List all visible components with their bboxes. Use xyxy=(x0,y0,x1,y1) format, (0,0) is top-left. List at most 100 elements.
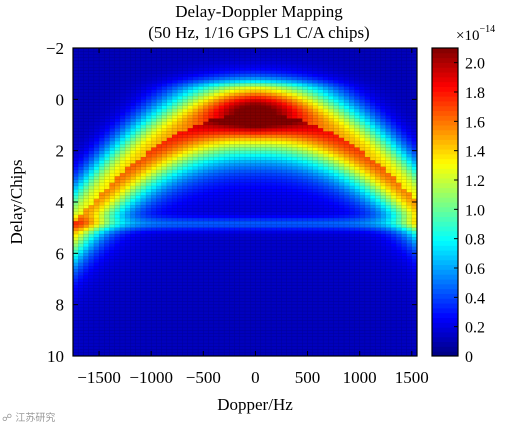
heatmap-cell xyxy=(109,221,116,225)
heatmap-cell xyxy=(297,259,303,264)
heatmap-cell xyxy=(333,224,340,229)
heatmap-cell xyxy=(93,214,100,219)
heatmap-cell xyxy=(338,131,345,135)
heatmap-cell xyxy=(182,185,189,190)
heatmap-cell xyxy=(166,189,173,193)
heatmap-cell xyxy=(307,304,314,309)
heatmap-cell xyxy=(333,352,340,357)
heatmap-cell xyxy=(281,227,288,232)
heatmap-cell xyxy=(88,51,95,55)
heatmap-cell xyxy=(224,285,230,289)
heatmap-cell xyxy=(151,282,157,286)
heatmap-cell xyxy=(213,279,220,283)
heatmap-cell xyxy=(125,144,131,148)
heatmap-cell xyxy=(302,185,308,190)
heatmap-cell xyxy=(83,182,89,187)
heatmap-cell xyxy=(182,301,189,306)
heatmap-cell xyxy=(250,237,256,241)
heatmap-cell xyxy=(203,108,209,113)
heatmap-cell xyxy=(213,195,220,200)
heatmap-cell xyxy=(187,234,194,238)
heatmap-cell xyxy=(83,224,89,229)
heatmap-cell xyxy=(78,125,84,129)
heatmap-cell xyxy=(281,89,288,94)
heatmap-cell xyxy=(317,176,324,180)
heatmap-cell xyxy=(291,259,298,264)
heatmap-cell xyxy=(198,92,204,97)
heatmap-cell xyxy=(208,48,215,52)
heatmap-cell xyxy=(114,227,121,232)
heatmap-cell xyxy=(166,128,173,132)
heatmap-cell xyxy=(99,205,105,209)
heatmap-cell xyxy=(151,256,157,261)
heatmap-cell xyxy=(140,147,147,152)
heatmap-cell xyxy=(93,250,100,254)
heatmap-cell xyxy=(187,67,194,71)
heatmap-cell xyxy=(140,352,147,357)
heatmap-cell xyxy=(192,150,199,155)
heatmap-cell xyxy=(203,227,209,232)
heatmap-cell xyxy=(302,112,308,116)
heatmap-cell xyxy=(166,208,173,212)
heatmap-cell xyxy=(156,102,162,107)
heatmap-cell xyxy=(182,339,189,344)
heatmap-cell xyxy=(317,349,324,354)
heatmap-cell xyxy=(203,173,209,177)
heatmap-cell xyxy=(166,157,173,161)
heatmap-cell xyxy=(333,70,340,75)
heatmap-cell xyxy=(297,179,303,184)
heatmap-cell xyxy=(213,234,220,238)
heatmap-cell xyxy=(224,211,230,216)
heatmap-cell xyxy=(198,291,204,296)
heatmap-cell xyxy=(317,259,324,264)
heatmap-cell xyxy=(172,343,178,347)
heatmap-cell xyxy=(93,64,100,68)
heatmap-cell xyxy=(291,211,298,216)
heatmap-cell xyxy=(109,189,116,193)
heatmap-cell xyxy=(78,227,84,232)
heatmap-cell xyxy=(192,57,199,62)
heatmap-cell xyxy=(145,182,152,187)
heatmap-cell xyxy=(333,160,340,164)
heatmap-cell xyxy=(317,307,324,312)
heatmap-cell xyxy=(119,221,126,225)
heatmap-cell xyxy=(245,221,251,225)
heatmap-cell xyxy=(135,214,142,219)
heatmap-cell xyxy=(224,108,230,113)
heatmap-cell xyxy=(140,266,147,270)
heatmap-cell xyxy=(156,262,162,267)
heatmap-cell xyxy=(166,173,173,177)
heatmap-cell xyxy=(177,134,183,139)
heatmap-cell xyxy=(203,218,209,222)
heatmap-cell xyxy=(229,125,235,129)
heatmap-cell xyxy=(250,80,256,84)
heatmap-cell xyxy=(260,205,267,209)
heatmap-cell xyxy=(317,147,324,152)
heatmap-cell xyxy=(239,80,246,84)
heatmap-cell xyxy=(125,150,131,155)
heatmap-cell xyxy=(114,64,121,68)
heatmap-cell xyxy=(104,240,110,245)
heatmap-cell xyxy=(109,125,116,129)
heatmap-cell xyxy=(182,240,189,245)
heatmap-cell xyxy=(140,275,147,280)
heatmap-cell xyxy=(276,343,282,347)
heatmap-cell xyxy=(198,160,204,164)
heatmap-cell xyxy=(307,336,314,341)
heatmap-cell xyxy=(88,64,95,68)
heatmap-cell xyxy=(187,343,194,347)
heatmap-cell xyxy=(234,234,241,238)
heatmap-cell xyxy=(302,304,308,309)
heatmap-cell xyxy=(255,298,261,302)
heatmap-cell xyxy=(234,128,241,132)
heatmap-cell xyxy=(135,76,142,81)
heatmap-cell xyxy=(234,240,241,245)
heatmap-cell xyxy=(260,262,267,267)
heatmap-cell xyxy=(281,105,288,110)
heatmap-cell xyxy=(245,70,251,75)
heatmap-cell xyxy=(114,157,121,161)
heatmap-cell xyxy=(140,80,147,84)
heatmap-cell xyxy=(317,150,324,155)
heatmap-cell xyxy=(317,295,324,299)
heatmap-cell xyxy=(198,230,204,235)
